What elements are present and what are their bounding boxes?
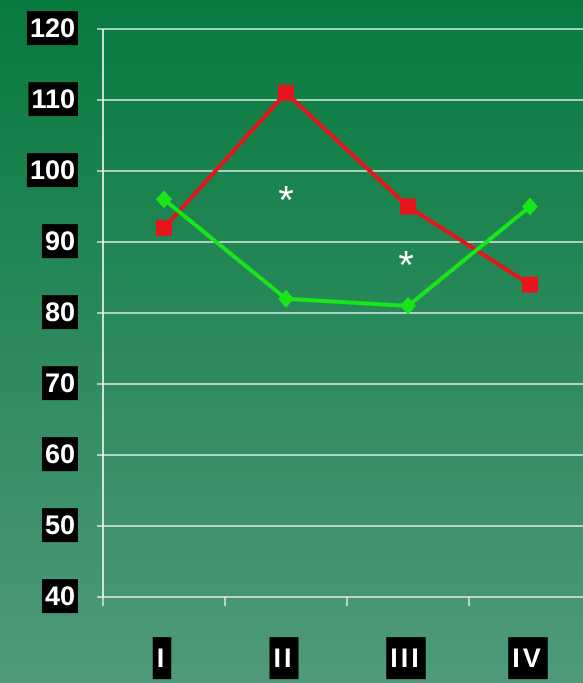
x-tick-label: I (157, 643, 168, 673)
marker (156, 190, 172, 209)
label-box (41, 366, 78, 401)
label-box (152, 637, 172, 680)
y-tick-label: 60 (45, 439, 75, 469)
label-box (41, 295, 78, 330)
label-box (41, 508, 78, 543)
x-tick-label: IV (512, 643, 544, 673)
label-box (508, 637, 548, 680)
marker (278, 289, 294, 308)
y-tick-label: 80 (45, 297, 75, 327)
annotation: * (278, 179, 294, 223)
marker (522, 276, 538, 293)
y-tick-label: 40 (45, 581, 75, 611)
label-box (41, 437, 78, 472)
label-box (26, 11, 78, 46)
y-tick-label: 110 (31, 84, 75, 114)
label-box (269, 637, 299, 680)
label-box (28, 82, 78, 117)
series-line (162, 197, 532, 308)
y-tick-label: 100 (30, 155, 75, 185)
label-box (26, 153, 78, 188)
y-tick-label: 120 (30, 13, 75, 43)
marker (156, 219, 172, 236)
marker (400, 198, 416, 215)
label-box (386, 637, 426, 680)
marker (400, 296, 416, 315)
marker (522, 197, 538, 216)
y-tick-label: 70 (45, 368, 75, 398)
annotation: * (398, 244, 414, 288)
label-box (41, 224, 78, 259)
x-tick-label: II (273, 643, 294, 673)
marker (278, 84, 294, 101)
label-box (41, 579, 78, 614)
x-tick-label: III (390, 643, 422, 673)
y-tick-label: 90 (45, 226, 75, 256)
series-line (162, 90, 532, 287)
y-tick-label: 50 (45, 510, 75, 540)
